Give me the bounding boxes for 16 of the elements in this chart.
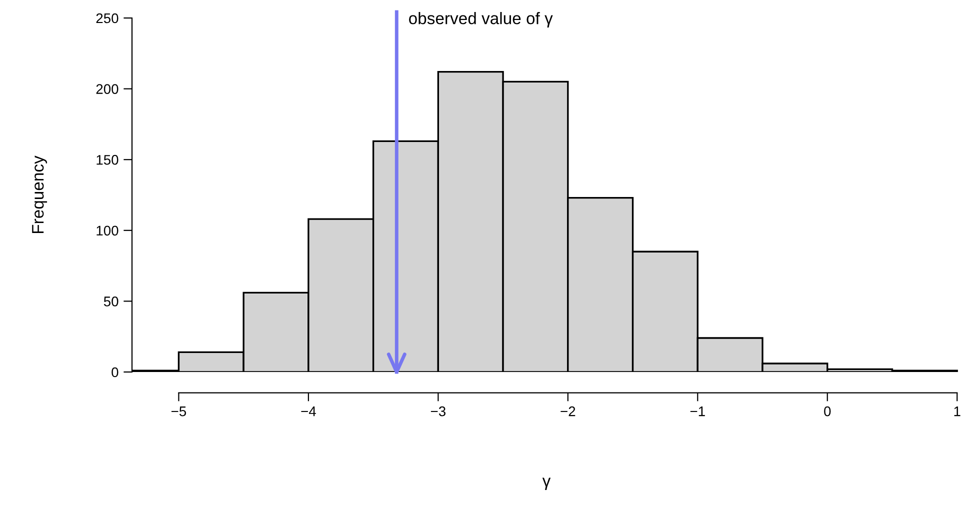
y-tick-label: 200 bbox=[96, 84, 118, 94]
x-tick-label: −5 bbox=[171, 406, 186, 416]
y-tick-label: 150 bbox=[96, 154, 118, 165]
y-tick-label: 250 bbox=[96, 13, 118, 24]
y-tick-label: 50 bbox=[104, 296, 118, 306]
y-tick-label: 100 bbox=[96, 226, 118, 236]
x-tick-label: 1 bbox=[954, 406, 960, 416]
x-tick-label: 0 bbox=[824, 406, 831, 416]
x-axis-title: γ bbox=[542, 478, 551, 490]
x-tick-label: −2 bbox=[560, 406, 576, 416]
y-tick-label: 0 bbox=[112, 367, 118, 378]
x-tick-label: −1 bbox=[690, 406, 705, 416]
x-tick-label: −4 bbox=[301, 406, 316, 416]
ref-line-label: observed value of γ bbox=[409, 12, 553, 28]
x-tick-label: −3 bbox=[430, 406, 446, 416]
y-axis-title: Frequency bbox=[32, 156, 48, 233]
